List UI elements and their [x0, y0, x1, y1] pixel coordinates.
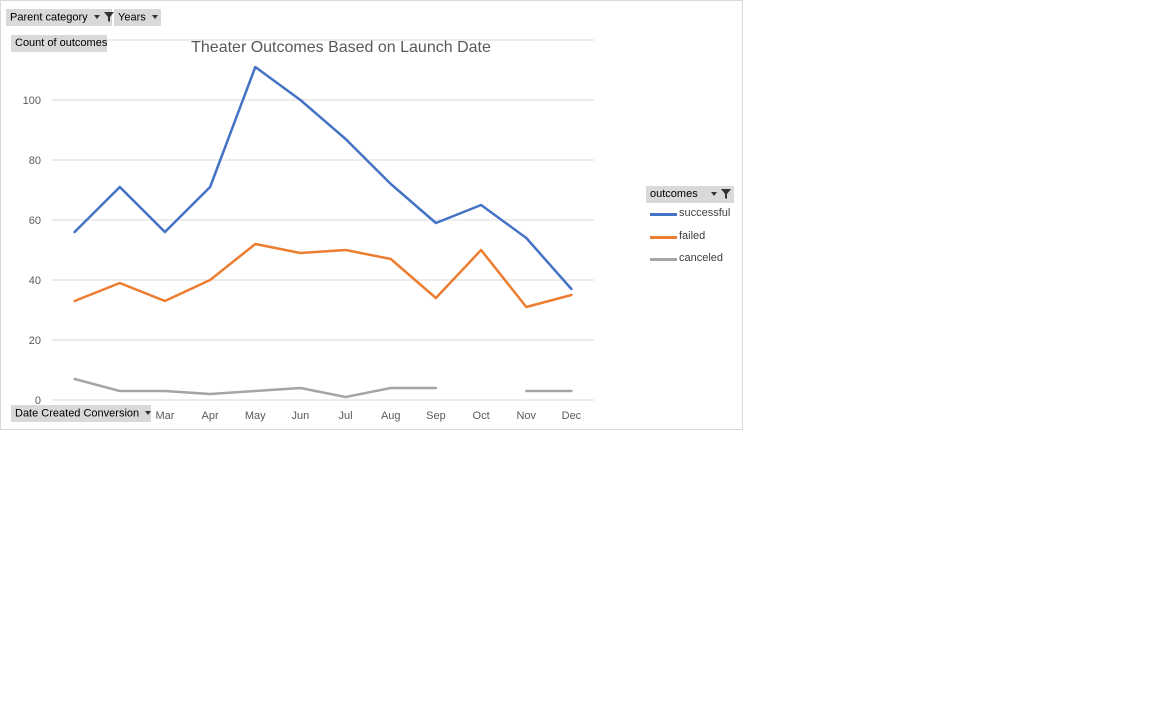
series-line-failed: [73, 242, 573, 309]
series-lines: [73, 65, 573, 399]
dropdown-icon: [151, 9, 158, 26]
y-tick-label: 60: [29, 215, 41, 227]
legend-label: canceled: [679, 252, 724, 264]
legend-swatch: [650, 213, 677, 216]
axis-field-button[interactable]: Date Created Conversion: [11, 405, 152, 422]
filter-dropdown-icon: [710, 186, 731, 203]
chevron-down-icon: [93, 15, 100, 20]
legend-item-canceled[interactable]: canceled: [646, 248, 734, 271]
x-tick-label: Mar: [155, 410, 174, 422]
legend-item-failed[interactable]: failed: [646, 226, 734, 249]
series-line-canceled: [73, 377, 438, 399]
parent-category-filter-button[interactable]: Parent category: [6, 9, 114, 26]
legend-swatch: [650, 258, 677, 261]
y-tick-label: 80: [29, 155, 41, 167]
value-field-button[interactable]: Count of outcomes: [11, 35, 107, 52]
parent-category-label: Parent category: [10, 11, 88, 24]
x-tick-label: May: [245, 410, 266, 422]
years-label: Years: [118, 11, 146, 24]
years-filter-button[interactable]: Years: [114, 9, 161, 26]
gridlines: [52, 39, 594, 401]
dropdown-icon: [145, 405, 152, 422]
legend-item-successful[interactable]: successful: [646, 203, 734, 226]
date-created-conversion-label: Date Created Conversion: [15, 407, 140, 420]
chart-plot: 0 20 40 60 80 100 Mar Apr May Jun Jul Aug Sep Oct Nov…: [23, 39, 594, 422]
y-tick-label: 100: [23, 95, 41, 107]
chevron-down-icon: [710, 192, 717, 197]
legend-label: successful: [679, 207, 731, 219]
filter-dropdown-icon: [93, 9, 114, 26]
legend-label: failed: [679, 229, 706, 242]
x-tick-label: Jul: [339, 410, 353, 422]
x-tick-label: Sep: [426, 410, 446, 422]
y-tick-label: 0: [35, 395, 41, 407]
outcomes-filter-button[interactable]: outcomes: [646, 186, 734, 203]
x-axis-tick-labels: Mar Apr May Jun Jul Aug Sep Oct Nov Dec: [155, 410, 581, 422]
pivot-chart-area: 0 20 40 60 80 100 Mar Apr May Jun Jul Aug Sep Oct Nov…: [0, 0, 743, 430]
count-of-outcomes-label: Count of outcomes: [15, 37, 108, 49]
y-tick-label: 40: [29, 275, 41, 287]
series-line-successful: [73, 65, 573, 291]
outcomes-label: outcomes: [650, 188, 698, 200]
x-tick-label: Nov: [516, 410, 536, 422]
chart-title: Theater Outcomes Based on Launch Date: [191, 39, 491, 56]
x-tick-label: Oct: [473, 410, 490, 422]
y-axis-tick-labels: 0 20 40 60 80 100: [23, 95, 41, 407]
x-tick-label: Aug: [381, 410, 401, 422]
legend: outcomes successful failed canceled: [646, 186, 734, 271]
funnel-icon: [103, 12, 114, 23]
legend-swatch: [650, 235, 677, 239]
x-tick-label: Jun: [292, 410, 310, 422]
x-tick-label: Dec: [562, 410, 582, 422]
y-tick-label: 20: [29, 335, 41, 347]
funnel-icon: [721, 189, 731, 200]
chevron-down-icon: [151, 15, 158, 20]
x-tick-label: Apr: [202, 410, 219, 422]
chevron-down-icon: [145, 411, 152, 416]
